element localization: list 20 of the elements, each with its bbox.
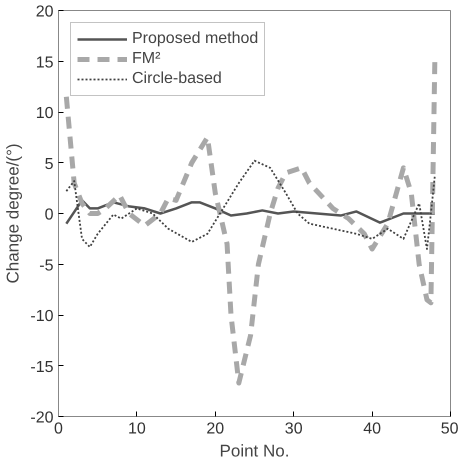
x-tick-label: 30: [284, 420, 303, 438]
x-tick-label: 20: [206, 420, 224, 438]
y-tick-label: -20: [30, 410, 54, 426]
y-tick-label: -10: [30, 308, 54, 325]
y-tick-label: 0: [44, 206, 54, 224]
legend-label: Proposed method: [132, 30, 258, 48]
y-tick-label: -15: [30, 358, 54, 376]
y-tick-label: 15: [36, 54, 54, 72]
y-tick-label: 10: [36, 105, 54, 122]
y-tick-label: -5: [39, 257, 54, 274]
x-tick-label: 10: [128, 420, 146, 438]
line-series: [65, 160, 436, 250]
y-tick-label: 20: [36, 4, 54, 20]
legend-label: Circle-based: [132, 70, 222, 88]
y-axis-title: Change degree/(°): [3, 143, 22, 284]
y-tick-label: 5: [44, 156, 54, 173]
x-tick-label: 40: [363, 420, 382, 438]
x-tick-label: 50: [440, 420, 458, 438]
legend-label: FM²: [132, 50, 160, 68]
x-axis-title: Point No.: [220, 442, 290, 460]
